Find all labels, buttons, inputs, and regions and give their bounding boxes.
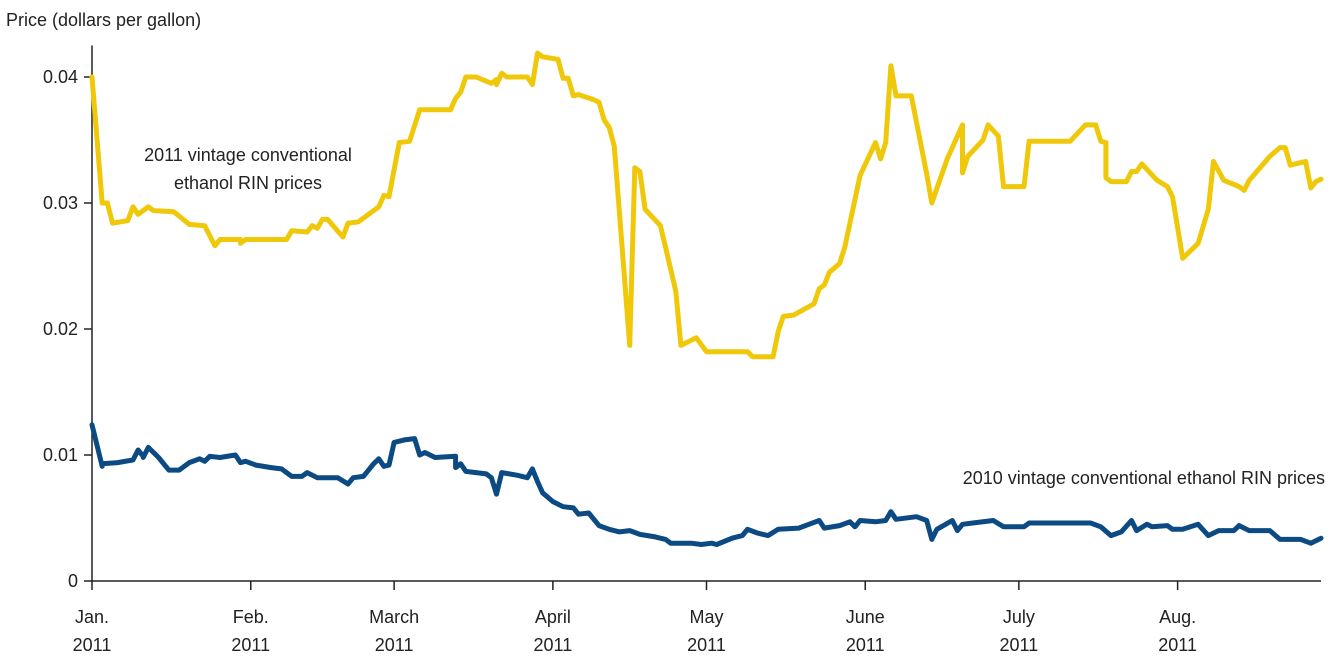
text-line: 2011 [846,635,885,655]
text-line: Aug. [1159,607,1196,627]
text-line: 2011 [73,635,112,655]
text-line: July [1003,607,1035,627]
series-label: 2011 vintage conventional ethanol RIN pri… [144,145,352,193]
x-tick-label: March 2011 [369,607,419,655]
x-tick-label: June 2011 [846,607,885,655]
series-line [89,422,1324,547]
text-line: ethanol RIN prices [174,173,322,193]
text-line: 2011 [231,635,270,655]
y-tick-label: 0 [68,571,78,591]
x-tick-label: Aug. 2011 [1158,607,1197,655]
x-tick-label: July 2011 [1000,607,1039,655]
text-line: 2011 vintage conventional [144,145,352,165]
text-line: 2011 [1000,635,1039,655]
text-line: April [535,607,571,627]
series-line [89,50,1324,360]
text-line: 2011 [534,635,573,655]
x-tick-label: April 2011 [534,607,573,655]
text-line: May [689,607,723,627]
text-line: June [846,607,885,627]
text-line: March [369,607,419,627]
series-label: 2010 vintage conventional ethanol RIN pr… [963,468,1325,488]
text-line: 2011 [1158,635,1197,655]
y-axis-label: Price (dollars per gallon) [6,10,201,30]
y-tick-label: 0.02 [43,319,78,339]
text-line: Jan. [75,607,109,627]
x-tick-label: Jan. 2011 [73,607,112,655]
text-line: 2011 [687,635,726,655]
y-tick-label: 0.04 [43,67,78,87]
text-line: 2011 [375,635,414,655]
x-tick-label: Feb. 2011 [231,607,270,655]
y-tick-label: 0.03 [43,193,78,213]
y-tick-label: 0.01 [43,445,78,465]
text-line: Feb. [233,607,269,627]
x-tick-label: May 2011 [687,607,726,655]
